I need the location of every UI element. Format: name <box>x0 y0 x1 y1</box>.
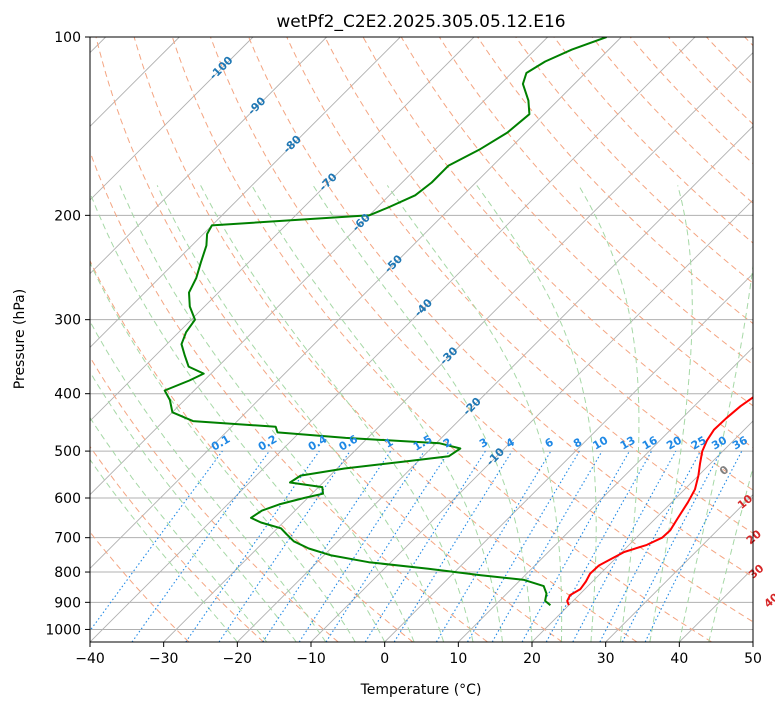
isotherm-line <box>237 125 753 642</box>
dry-adiabat <box>400 37 753 407</box>
x-tick-label: 10 <box>449 651 467 667</box>
y-tick-label: 700 <box>54 531 81 547</box>
dry-adiabat <box>248 37 753 578</box>
y-tick-label: 500 <box>54 444 81 460</box>
y-tick-label: 200 <box>54 208 81 224</box>
x-tick-label: −30 <box>149 651 179 667</box>
mixing-ratio-line <box>90 450 223 632</box>
y-axis: 100 200 300 400 500 600 700 800 900 1000 <box>45 30 90 638</box>
chart-title: wetPf2_C2E2.2025.305.05.12.E16 <box>276 12 565 32</box>
y-tick-label: 1000 <box>45 622 81 638</box>
mixing-ratio-line <box>298 450 425 642</box>
isotherm-line <box>90 37 696 642</box>
moist-adiabat <box>156 185 445 642</box>
mixing-ratio-line <box>545 450 653 642</box>
y-axis-label: Pressure (hPa) <box>12 289 28 389</box>
isotherm-line <box>605 494 753 642</box>
y-tick-label: 400 <box>54 387 81 403</box>
x-tick-label: 30 <box>597 651 615 667</box>
dry-adiabat <box>629 37 753 165</box>
x-tick-label: 40 <box>670 651 688 667</box>
x-tick-label: 0 <box>380 651 389 667</box>
mixing-ratio-line <box>572 450 677 642</box>
y-tick-label: 800 <box>54 565 81 581</box>
moist-adiabat <box>678 261 753 642</box>
moist-adiabat <box>200 185 474 642</box>
plot-frame <box>89 36 754 643</box>
dry-adiabat <box>210 37 753 623</box>
x-tick-label: 50 <box>744 651 762 667</box>
dry-adiabat <box>133 37 638 642</box>
isotherm-line <box>90 37 622 569</box>
dry-adiabat <box>95 37 563 642</box>
moist-adiabat <box>251 185 503 642</box>
isotherm-line <box>90 37 475 422</box>
dewpoint-profile <box>163 37 607 606</box>
moist-adiabat <box>578 185 640 642</box>
moist-adiabat <box>90 458 238 642</box>
temperature-profile <box>566 396 753 606</box>
isotherm-line <box>90 37 327 275</box>
x-tick-label: −40 <box>75 651 105 667</box>
moist-adiabat <box>312 185 533 642</box>
moist-adiabat <box>649 185 693 642</box>
y-tick-label: 100 <box>54 30 81 46</box>
y-tick-label: 300 <box>54 313 81 329</box>
y-tick-label: 600 <box>54 491 81 507</box>
profile-lines <box>163 37 753 606</box>
dry-adiabat <box>438 37 753 366</box>
isotherm-line <box>384 273 753 642</box>
dry-adiabat <box>90 445 264 642</box>
x-tick-label: −10 <box>296 651 326 667</box>
mixing-ratio-line <box>644 450 743 642</box>
isotherm-line <box>458 346 753 642</box>
isotherm-line <box>90 37 401 348</box>
mixing-ratio-line <box>521 450 630 642</box>
dry-adiabat <box>515 37 753 284</box>
isotherm-line <box>90 37 254 201</box>
x-tick-label: 20 <box>523 651 541 667</box>
moist-adiabat <box>119 185 415 642</box>
dry-adiabat <box>324 37 753 491</box>
background-lines <box>90 37 753 642</box>
mixing-ratio-line <box>393 450 513 642</box>
dry-adiabat <box>553 37 753 244</box>
mixing-ratio-line <box>131 450 270 642</box>
mixing-ratio-line <box>218 450 351 642</box>
isotherm-line <box>531 420 753 642</box>
isotherm-line <box>90 37 548 496</box>
moist-adiabat <box>708 465 753 642</box>
moist-adiabat <box>90 261 356 642</box>
mixing-ratio-line <box>185 450 320 642</box>
y-tick-label: 900 <box>54 595 81 611</box>
isotherm-line <box>163 52 753 642</box>
x-axis-label: Temperature (°C) <box>360 682 482 698</box>
moist-adiabat <box>90 191 386 642</box>
dry-adiabat <box>90 259 414 642</box>
moist-adiabat <box>386 185 563 642</box>
dry-adiabat <box>362 37 753 449</box>
x-axis: −40 −30 −20 −10 0 10 20 30 40 50 <box>75 642 762 667</box>
x-tick-label: −20 <box>223 651 253 667</box>
mixing-ratio-line <box>262 450 392 642</box>
